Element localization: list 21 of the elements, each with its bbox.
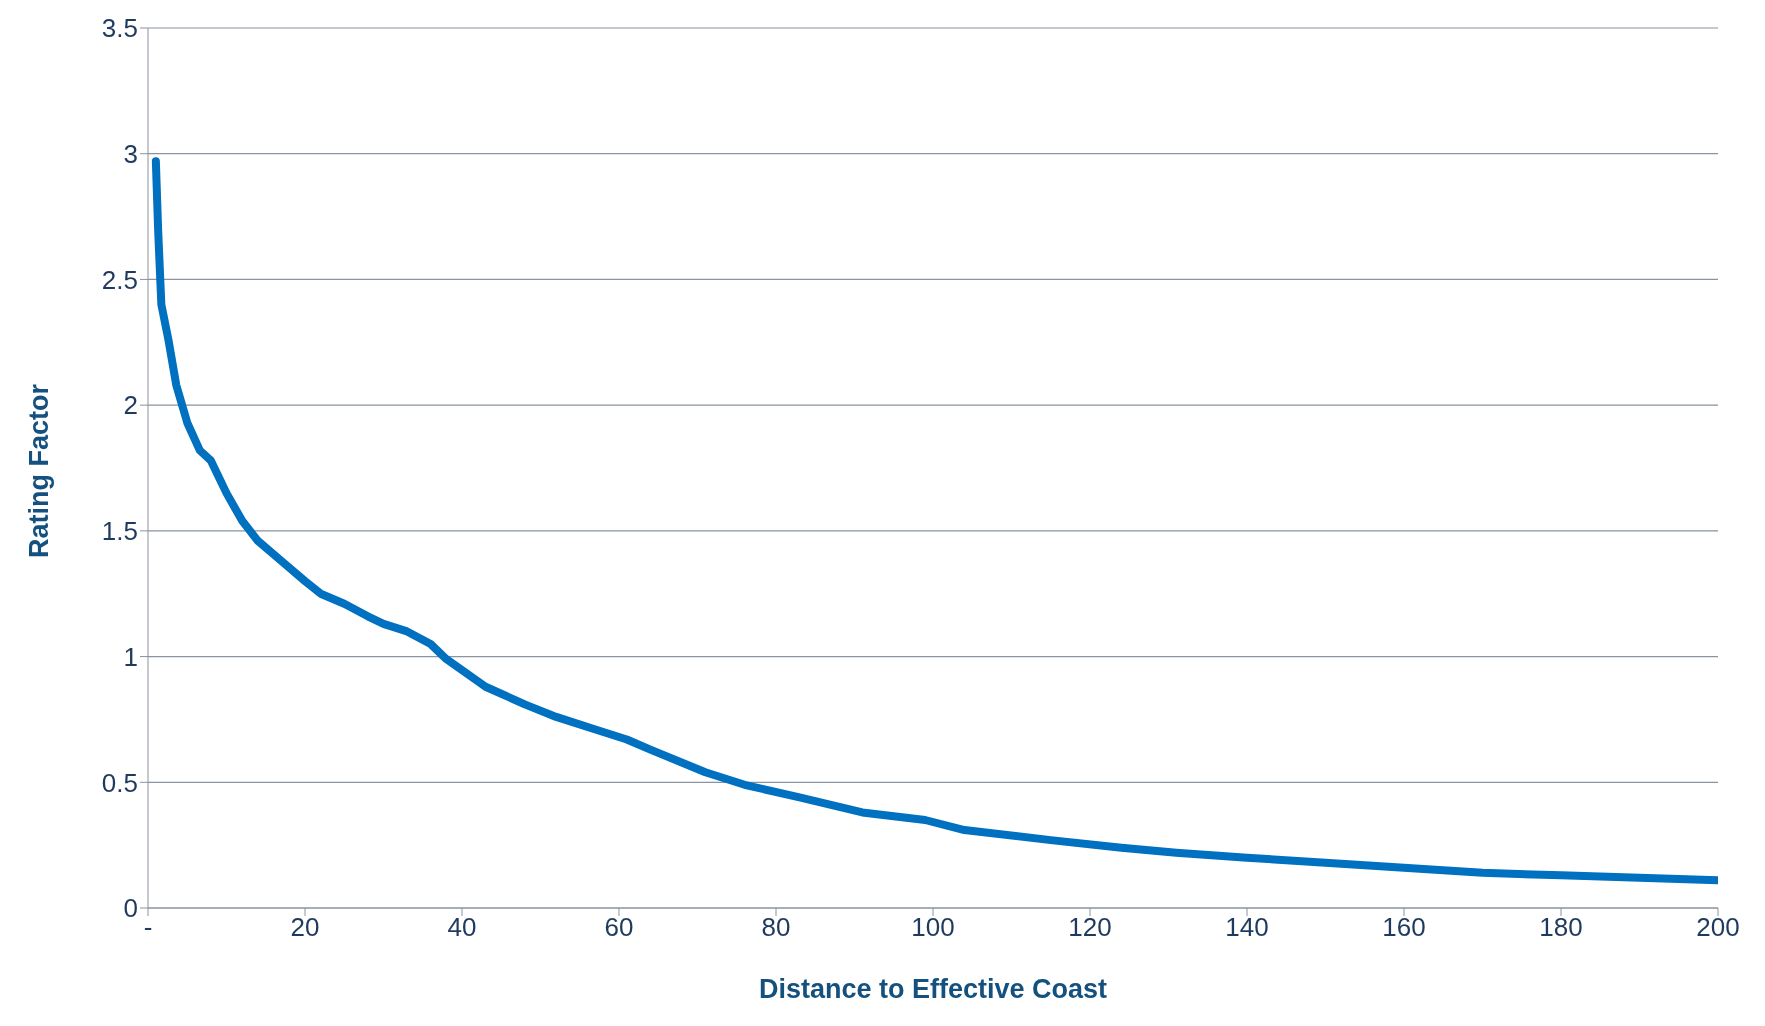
y-tick-label: 0.5 (101, 767, 138, 798)
x-tick-label: - (143, 912, 153, 943)
x-tick-label: 160 (1382, 912, 1426, 943)
x-tick-label: 140 (1225, 912, 1269, 943)
x-tick-label: 100 (911, 912, 955, 943)
x-tick-label: 40 (447, 912, 477, 943)
y-tick-label: 2 (123, 390, 138, 421)
x-tick-label: 120 (1068, 912, 1112, 943)
x-tick-label: 200 (1696, 912, 1740, 943)
x-axis-title: Distance to Effective Coast (758, 974, 1108, 1004)
x-tick-label: 20 (290, 912, 320, 943)
x-tick-label: 60 (604, 912, 634, 943)
y-tick-label: 2.5 (101, 264, 138, 295)
x-tick-label: 180 (1539, 912, 1583, 943)
y-tick-label: 1.5 (101, 516, 138, 547)
x-tick-label: 80 (761, 912, 791, 943)
y-tick-label: 1 (123, 641, 138, 672)
y-tick-label: 0 (123, 893, 138, 924)
y-tick-label: 3.5 (101, 13, 138, 44)
y-tick-label: 3 (123, 138, 138, 169)
y-axis-title: Rating Factor (23, 383, 54, 558)
